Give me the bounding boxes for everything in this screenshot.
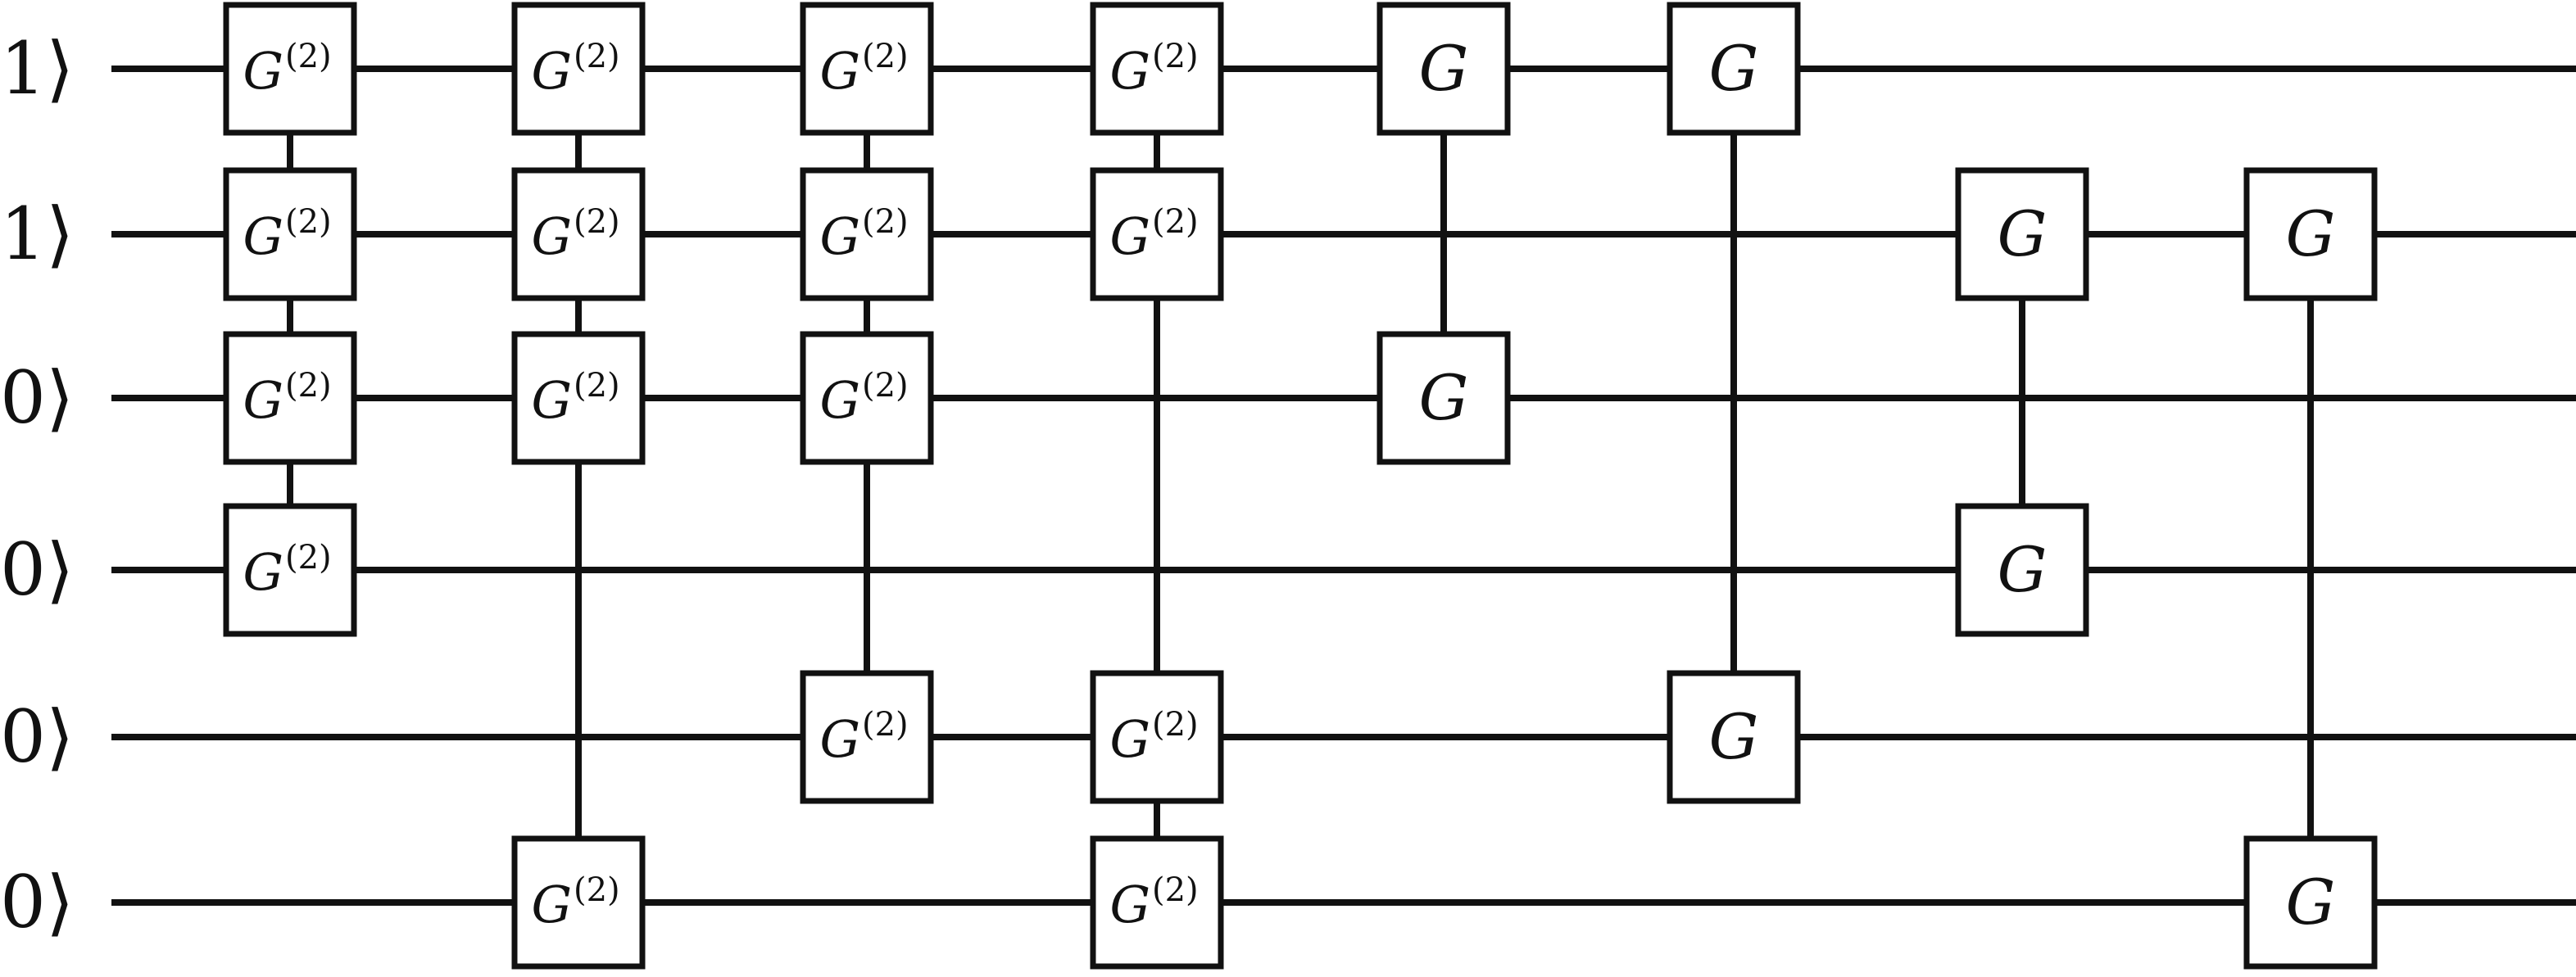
gate-g: G [1667, 2, 1801, 136]
gate-superscript: (2) [574, 367, 620, 405]
gate-label: G [531, 875, 572, 934]
gate-label: G [1419, 361, 1469, 434]
gate-label: G [1109, 206, 1150, 266]
gate-label: G [243, 542, 283, 602]
gate-superscript: (2) [862, 203, 909, 241]
gate-box [1955, 167, 2089, 301]
gate-superscript: (2) [574, 38, 620, 75]
two-qubit-gate-g2: G (2) [223, 503, 357, 637]
gate-label: G [819, 206, 860, 266]
gate-g: G [1376, 2, 1511, 136]
two-qubit-gate-g2: G (2) [511, 835, 646, 970]
input-state-label: 0⟩ [0, 355, 74, 440]
gate-box [511, 167, 646, 301]
gate-box [1090, 835, 1224, 970]
gate-g: G [1667, 670, 1801, 804]
input-state-label: 0⟩ [0, 527, 74, 612]
gate-box [223, 2, 357, 136]
gate-superscript: (2) [574, 203, 620, 241]
gate-label: G [819, 709, 860, 769]
gate-label: G [1109, 709, 1150, 769]
gate-label: G [2286, 866, 2336, 939]
gate-superscript: (2) [1152, 706, 1199, 744]
gate-superscript: (2) [862, 706, 909, 744]
two-qubit-gate-g2: G (2) [800, 167, 934, 301]
two-qubit-gate-g2: G (2) [800, 2, 934, 136]
gate-label: G [1709, 700, 1759, 773]
two-qubit-gate-g2: G (2) [511, 2, 646, 136]
two-qubit-gate-g2: G (2) [511, 167, 646, 301]
two-qubit-gate-g2: G (2) [1090, 167, 1224, 301]
two-qubit-gate-g2: G (2) [1090, 835, 1224, 970]
gate-label: G [1709, 32, 1759, 105]
gate-box [1090, 167, 1224, 301]
gate-box [800, 2, 934, 136]
gate-box [511, 835, 646, 970]
gate-superscript: (2) [285, 38, 332, 75]
input-state-label: 0⟩ [0, 694, 74, 779]
gate-label: G [531, 41, 572, 101]
gate-box [2243, 167, 2378, 301]
two-qubit-gate-g2: G (2) [800, 331, 934, 465]
two-qubit-gate-g2: G (2) [223, 2, 357, 136]
gate-label: G [819, 370, 860, 430]
gate-box [223, 167, 357, 301]
gate-label: G [243, 41, 283, 101]
gate-box [800, 331, 934, 465]
gate-box [223, 503, 357, 637]
two-qubit-gate-g2: G (2) [223, 331, 357, 465]
input-state-label: 1⟩ [0, 26, 74, 111]
input-state-label: 0⟩ [0, 860, 74, 944]
gate-box [1667, 670, 1801, 804]
gate-g: G [2243, 167, 2378, 301]
two-qubit-gate-g2: G (2) [511, 331, 646, 465]
gate-box [1376, 331, 1511, 465]
gate-superscript: (2) [1152, 203, 1199, 241]
gate-g: G [2243, 835, 2378, 970]
gate-g: G [1955, 503, 2089, 637]
gate-box [1667, 2, 1801, 136]
gate-label: G [243, 370, 283, 430]
gate-label: G [1998, 197, 2048, 270]
gate-box [1090, 2, 1224, 136]
gate-box [2243, 835, 2378, 970]
two-qubit-gate-g2: G (2) [1090, 670, 1224, 804]
two-qubit-gate-g2: G (2) [223, 167, 357, 301]
gate-box [223, 331, 357, 465]
gate-superscript: (2) [1152, 871, 1199, 909]
gate-label: G [243, 206, 283, 266]
gate-superscript: (2) [285, 539, 332, 577]
gate-box [800, 670, 934, 804]
gate-superscript: (2) [1152, 38, 1199, 75]
gate-superscript: (2) [574, 871, 620, 909]
gate-box [511, 2, 646, 136]
gate-label: G [1109, 875, 1150, 934]
gate-box [1376, 2, 1511, 136]
gate-box [1955, 503, 2089, 637]
gate-superscript: (2) [862, 38, 909, 75]
gate-box [1090, 670, 1224, 804]
gate-g: G [1955, 167, 2089, 301]
gate-superscript: (2) [285, 367, 332, 405]
gate-label: G [819, 41, 860, 101]
gate-label: G [1998, 533, 2048, 606]
two-qubit-gate-g2: G (2) [800, 670, 934, 804]
gate-label: G [2286, 197, 2336, 270]
gate-g: G [1376, 331, 1511, 465]
gate-box [511, 331, 646, 465]
gate-box [800, 167, 934, 301]
gate-superscript: (2) [285, 203, 332, 241]
input-state-label: 1⟩ [0, 192, 74, 276]
gate-label: G [531, 206, 572, 266]
two-qubit-gate-g2: G (2) [1090, 2, 1224, 136]
gate-label: G [1109, 41, 1150, 101]
gate-superscript: (2) [862, 367, 909, 405]
gate-label: G [1419, 32, 1469, 105]
gate-label: G [531, 370, 572, 430]
